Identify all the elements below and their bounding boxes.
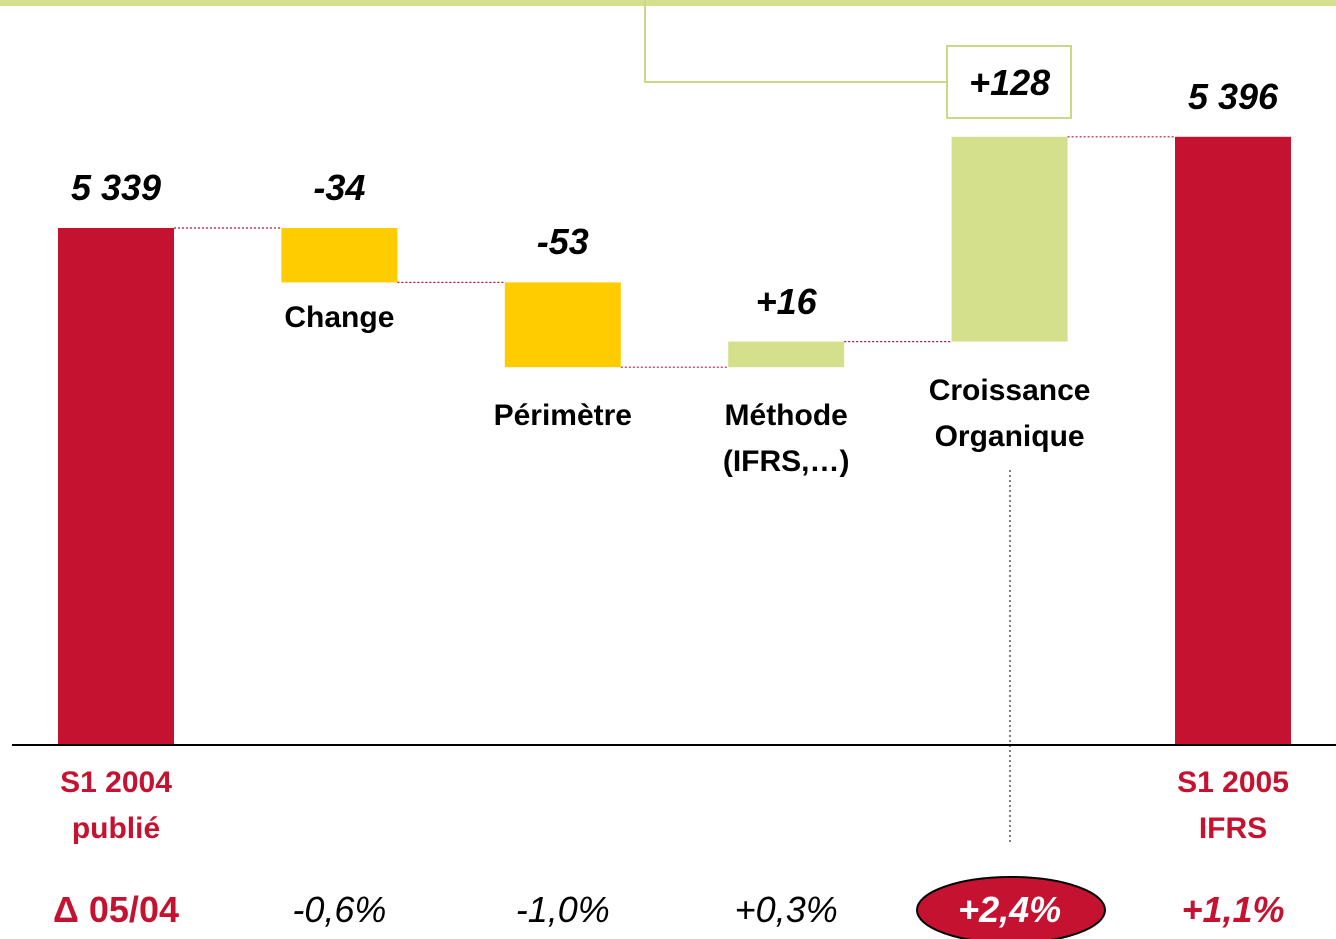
value-label: -34: [313, 167, 366, 208]
delta-label: +0,3%: [734, 889, 838, 930]
delta-label: +1,1%: [1181, 889, 1285, 930]
value-label: -53: [536, 221, 589, 263]
bar: [504, 282, 621, 368]
highlight-box: [946, 45, 1072, 119]
value-label: +128: [969, 62, 1051, 103]
delta-label: -1,0%: [515, 889, 610, 930]
delta-title: Δ 05/04: [53, 889, 179, 930]
category-label: Change: [284, 301, 395, 335]
top-band: [0, 0, 1336, 6]
delta-label: +2,4%: [958, 889, 1062, 930]
category-label: Méthode (IFRS,…): [722, 399, 850, 479]
value-label: 5 396: [1187, 75, 1279, 117]
highlight-ellipse: [916, 876, 1106, 939]
category-label: S1 2004 publié: [60, 766, 172, 845]
delta-label: -0,6%: [292, 889, 387, 930]
category-label: Croissance Organique: [928, 373, 1091, 453]
category-label: Périmètre: [493, 399, 632, 433]
bar: [1175, 136, 1291, 746]
value-label: 5 339: [70, 167, 162, 208]
value-label: +16: [755, 280, 817, 322]
category-label: S1 2005 IFRS: [1177, 766, 1289, 845]
bar: [728, 341, 845, 368]
bar: [951, 136, 1068, 342]
bar: [58, 228, 174, 745]
connector: [644, 0, 947, 83]
bar: [281, 228, 398, 283]
